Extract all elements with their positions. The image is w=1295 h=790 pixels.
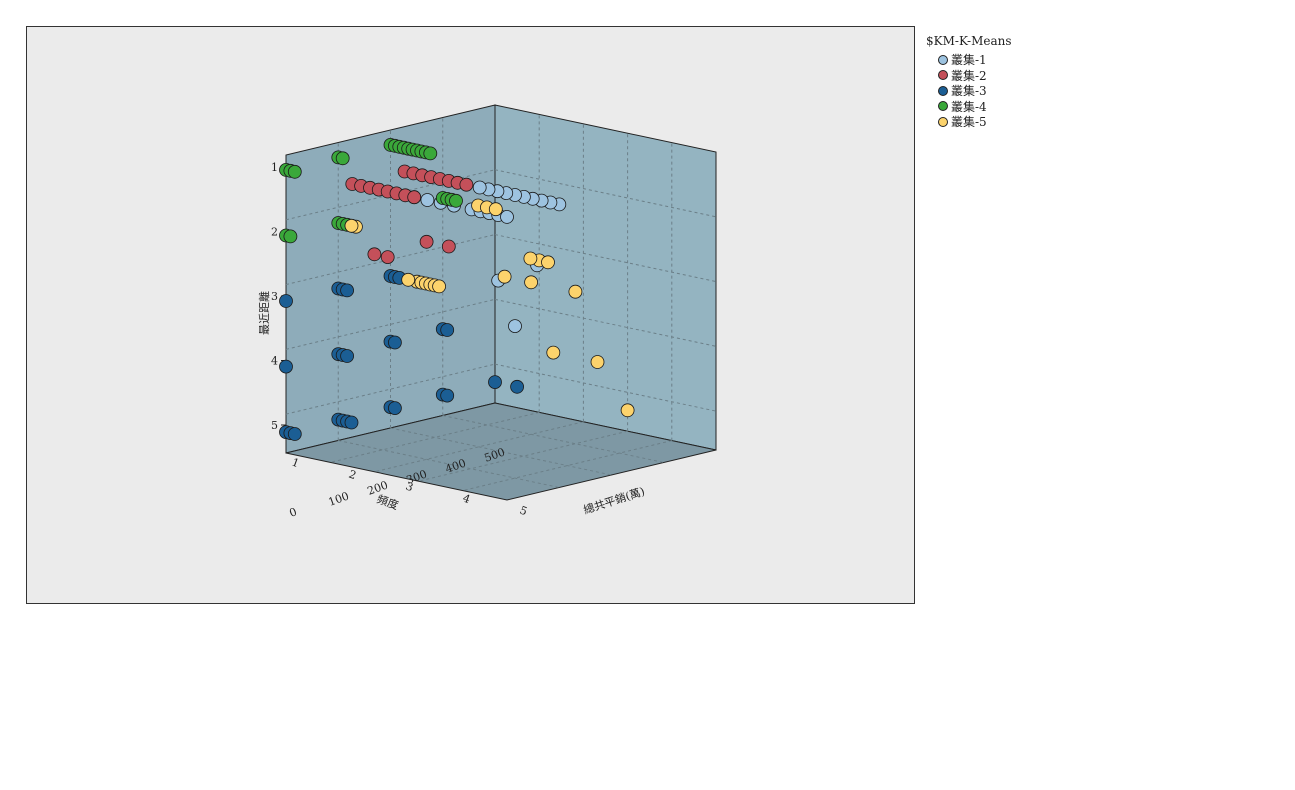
- legend-item-1[interactable]: 叢集-1: [938, 52, 1012, 68]
- data-point-cluster-1: [508, 319, 522, 334]
- legend-item-4[interactable]: 叢集-4: [938, 99, 1012, 115]
- grid-line-right-horizontal: [494, 363, 717, 412]
- data-point-cluster-5: [432, 279, 447, 294]
- z-tick-label: 3: [271, 290, 278, 303]
- z-tick-label: 5: [271, 419, 278, 432]
- data-point-cluster-3: [279, 359, 293, 374]
- data-point-cluster-2: [367, 247, 382, 262]
- data-point-cluster-5: [488, 202, 503, 217]
- data-point-cluster-4: [283, 229, 298, 244]
- legend-title: $KM-K-Means: [926, 34, 1012, 48]
- data-point-cluster-3: [488, 375, 502, 390]
- z-tick-label: 1: [271, 161, 278, 174]
- data-point-cluster-5: [541, 255, 555, 270]
- data-point-cluster-3: [287, 427, 302, 441]
- grid-line-floor: [338, 440, 560, 488]
- pane-group: [285, 104, 717, 501]
- data-point-cluster-4: [423, 146, 438, 161]
- data-point-cluster-4: [449, 193, 463, 208]
- grid-line-right-horizontal: [494, 234, 717, 283]
- x-tick-label: 4: [461, 492, 472, 507]
- data-point-cluster-5: [568, 284, 583, 299]
- data-point-cluster-2: [407, 190, 422, 205]
- data-point-cluster-3: [387, 335, 402, 350]
- data-point-cluster-3: [510, 379, 524, 394]
- legend-label-2: 叢集-2: [951, 68, 987, 83]
- y-axis-title: 總共平銷(萬): [582, 484, 647, 517]
- data-point-cluster-5: [620, 403, 635, 418]
- data-point-cluster-5: [401, 272, 416, 287]
- data-point-cluster-3: [440, 323, 455, 337]
- y-tick-label: 100: [327, 489, 351, 508]
- data-point-cluster-5: [344, 218, 359, 233]
- data-point-cluster-2: [419, 234, 434, 249]
- legend: $KM-K-Means 叢集-1 叢集-2 叢集-3 叢集-4 叢集-5: [926, 34, 1012, 130]
- legend-swatch-2: [938, 70, 948, 81]
- x-tick-label: 1: [290, 456, 301, 471]
- data-point-cluster-5: [590, 355, 605, 369]
- legend-label-4: 叢集-4: [951, 99, 987, 114]
- grid-group: [285, 114, 717, 492]
- data-point-cluster-3: [344, 415, 359, 430]
- data-point-cluster-1: [472, 180, 487, 195]
- legend-swatch-1: [938, 54, 948, 65]
- x-axis-title: 頻度: [375, 492, 400, 513]
- data-point-cluster-3: [340, 349, 355, 363]
- floor-pane: [285, 402, 717, 501]
- z-tick-label: 2: [271, 226, 278, 239]
- data-point-cluster-3: [279, 294, 293, 308]
- data-point-cluster-2: [441, 239, 456, 254]
- data-point-cluster-1: [500, 209, 514, 224]
- data-point-cluster-3: [440, 388, 455, 403]
- data-point-cluster-2: [380, 250, 395, 265]
- legend-swatch-5: [938, 116, 948, 127]
- legend-item-3[interactable]: 叢集-3: [938, 83, 1012, 99]
- x-tick-label: 3: [404, 480, 415, 495]
- data-point-cluster-5: [524, 275, 538, 290]
- legend-item-2[interactable]: 叢集-2: [938, 68, 1012, 84]
- legend-swatch-3: [938, 85, 948, 96]
- points-group: [279, 137, 635, 441]
- z-axis-title: 最近距離: [257, 291, 271, 335]
- legend-label-3: 叢集-3: [951, 84, 987, 99]
- data-point-cluster-4: [287, 164, 302, 179]
- legend-swatch-4: [938, 101, 948, 112]
- z-tick-label: 4: [271, 355, 278, 368]
- data-point-cluster-5: [546, 345, 561, 360]
- data-point-cluster-5: [497, 269, 512, 284]
- data-point-cluster-3: [340, 283, 355, 298]
- grid-line-floor: [442, 415, 664, 463]
- y-tick-label: 0: [288, 505, 299, 520]
- legend-label-5: 叢集-5: [951, 115, 987, 130]
- data-point-cluster-3: [387, 401, 402, 416]
- grid-line-floor: [390, 427, 612, 476]
- grid-line-right-horizontal: [494, 298, 717, 347]
- legend-label-1: 叢集-1: [951, 53, 987, 68]
- legend-item-5[interactable]: 叢集-5: [938, 114, 1012, 130]
- data-point-cluster-5: [523, 251, 538, 266]
- data-point-cluster-1: [420, 193, 435, 207]
- grid-line-right-horizontal: [494, 169, 717, 218]
- x-tick-label: 5: [518, 504, 529, 519]
- x-tick-label: 2: [347, 468, 358, 483]
- data-point-cluster-2: [459, 177, 474, 192]
- data-point-cluster-4: [335, 151, 350, 166]
